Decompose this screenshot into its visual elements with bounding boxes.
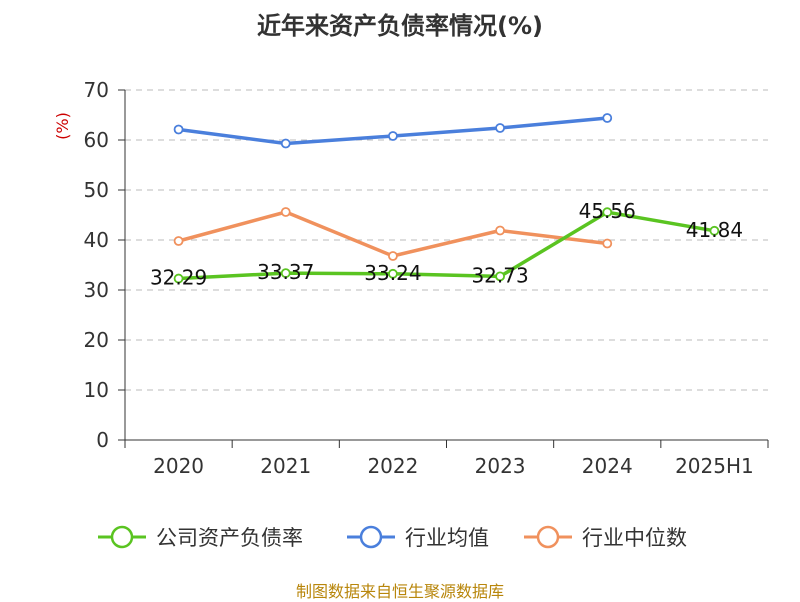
series-2-point-2023 (495, 225, 505, 236)
data-labels: 32.29 33.37 33.24 32.73 45.56 41.84 (150, 199, 743, 289)
x-tick-label-2024: 2024 (582, 454, 633, 478)
y-tick-label-60: 60 (84, 128, 109, 152)
y-tick-label-10: 10 (84, 378, 109, 402)
series-0-point-2023 (495, 271, 505, 282)
legend-label-2: 行业中位数 (582, 526, 687, 550)
x-tick-label-2025H1: 2025H1 (675, 454, 754, 478)
axes: 0 10 20 30 40 50 60 70 2020 2021 2022 2023 2024 2025H… (53, 78, 769, 478)
series-2-point-2022 (388, 251, 398, 261)
legend: 公司资产负债率 行业均值 行业中位数 (98, 525, 687, 550)
chart-title: 近年来资产负债率情况(%) (257, 12, 543, 40)
x-tick-label-2021: 2021 (260, 454, 311, 478)
data-label-2023: 32.73 (471, 263, 528, 287)
series-0-point-2022 (388, 268, 398, 279)
series-1-point-2024 (602, 113, 613, 123)
y-tick-label-20: 20 (84, 328, 109, 352)
series-0-point-2020 (173, 273, 184, 284)
legend-marker-2 (536, 525, 560, 549)
legend-marker-0 (110, 525, 134, 549)
legend-label-1: 行业均值 (405, 526, 489, 550)
x-tick-label-2022: 2022 (367, 454, 418, 478)
series-2-point-2020 (173, 236, 184, 246)
series-0-point-2021 (280, 268, 291, 279)
series-line-0 (178, 210, 715, 281)
series-1-point-2022 (388, 131, 398, 141)
y-tick-label-50: 50 (84, 178, 109, 202)
x-tick-label-2023: 2023 (475, 454, 526, 478)
y-axis-label: (%) (53, 112, 72, 140)
series-0-point-2025H1 (709, 225, 720, 236)
data-label-2020: 32.29 (150, 266, 207, 290)
y-tick-label-70: 70 (84, 78, 109, 102)
source-note: 制图数据来自恒生聚源数据库 (295, 582, 504, 601)
y-tick-label-0: 0 (96, 428, 109, 452)
legend-label-0: 公司资产负债率 (156, 526, 303, 550)
series-group (173, 113, 720, 284)
x-tick-label-2020: 2020 (153, 454, 204, 478)
series-1-point-2021 (280, 138, 291, 149)
y-tick-label-40: 40 (84, 228, 109, 252)
legend-marker-1 (359, 525, 383, 549)
series-2-point-2024 (602, 238, 613, 249)
data-label-2024: 45.56 (579, 199, 636, 223)
data-label-2022: 33.24 (364, 261, 421, 285)
series-0-point-2024 (602, 207, 613, 218)
y-tick-label-30: 30 (84, 278, 109, 302)
series-2-point-2021 (280, 207, 291, 217)
grid-lines (125, 89, 768, 391)
data-label-2021: 33.37 (257, 260, 314, 284)
series-1-point-2020 (173, 124, 184, 135)
data-label-2025H1: 41.84 (686, 218, 743, 242)
series-1-point-2023 (495, 123, 505, 133)
